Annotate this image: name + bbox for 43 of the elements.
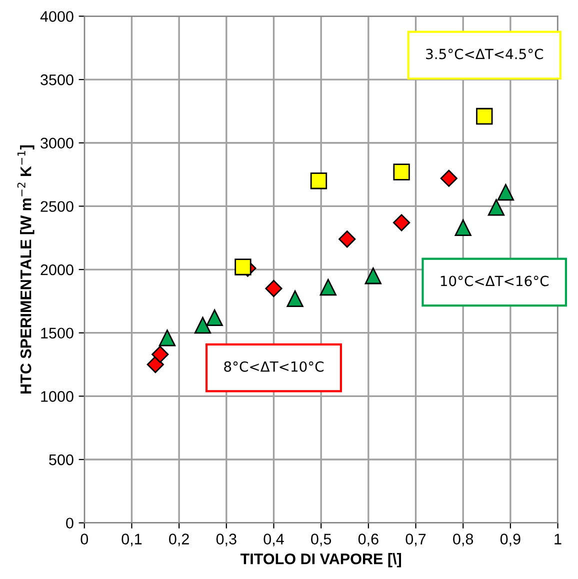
y-tick-label: 4000 [40, 11, 74, 22]
text: 8°C<ΔT<10°C [224, 361, 324, 372]
x-tick-label: 0 [80, 534, 88, 544]
y-tick-label: 0 [66, 518, 74, 529]
point [440, 170, 458, 187]
y-tick-label: 1500 [41, 328, 74, 339]
point [234, 258, 252, 276]
x-axis-title: TITOLO DI VAPORE [\] [240, 553, 402, 568]
point [206, 309, 223, 326]
point [364, 268, 382, 284]
text: 10°C<ΔT<16°C [440, 276, 549, 286]
x-tick-label: 0,4 [264, 534, 284, 546]
x-tick-label: 1 [554, 534, 562, 544]
y-tick-label: 1000 [41, 391, 74, 402]
x-tick-label: 0,9 [500, 534, 520, 546]
x-tick-label: 0,7 [406, 534, 426, 546]
point [454, 219, 472, 236]
y-axis-title: HTC SPERIMENTALE [W m$^{−2}$ K$^{−1}$] [17, 145, 34, 394]
text: 3.5°C<ΔT<4.5°C [426, 48, 544, 60]
y-tick-label: 3500 [40, 74, 74, 86]
y-tick-label: 2500 [40, 201, 74, 212]
point [497, 184, 514, 201]
x-tick-label: 0,3 [216, 534, 236, 546]
point [158, 330, 176, 346]
x-tick-label: 0,5 [311, 534, 332, 546]
point [320, 278, 337, 296]
x-tick-label: 0,1 [122, 534, 142, 546]
point [393, 164, 410, 180]
x-tick-label: 0,8 [453, 534, 474, 546]
point [310, 172, 328, 190]
point [393, 214, 410, 232]
point [194, 316, 212, 334]
y-tick-label: 2000 [40, 264, 74, 276]
point [152, 346, 169, 363]
x-tick-label: 0,6 [358, 534, 378, 546]
point [476, 108, 493, 125]
y-tick-label: 500 [49, 454, 74, 466]
x-tick-label: 0,2 [169, 534, 189, 546]
point [265, 280, 282, 298]
point [338, 230, 356, 248]
point [286, 290, 304, 307]
point [488, 199, 505, 216]
y-tick-label: 3000 [40, 138, 74, 149]
